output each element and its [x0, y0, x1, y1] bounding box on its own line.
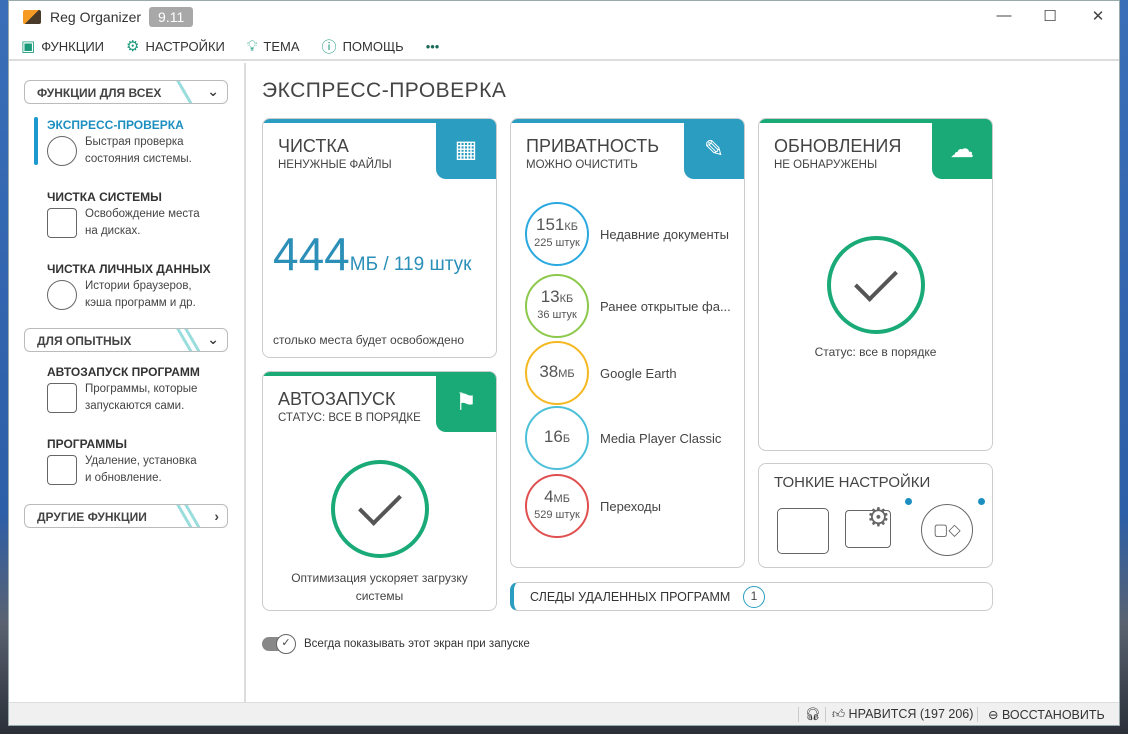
- cleaning-icon: ▦: [436, 119, 496, 179]
- disk-clean-icon: [47, 208, 77, 238]
- chevron-right-icon: ›: [214, 508, 219, 524]
- notification-dot: [978, 498, 985, 505]
- bulb-icon: 💡︎: [246, 37, 258, 55]
- app-title: Reg Organizer: [50, 9, 142, 25]
- app-logo: [23, 10, 41, 24]
- sidebar-item-private-data[interactable]: ЧИСТКА ЛИЧНЫХ ДАННЫХ Истории браузеров, кэ…: [47, 262, 211, 310]
- privacy-size-ring: 38МБ: [525, 341, 589, 405]
- check-icon: [331, 460, 429, 558]
- toggle-switch[interactable]: ✓: [262, 634, 296, 654]
- restore-icon: ⊖: [988, 708, 1002, 722]
- flag-gear-icon: ⚑: [436, 372, 496, 432]
- group-other[interactable]: ДРУГИЕ ФУНКЦИИ ›: [24, 504, 228, 528]
- privacy-item[interactable]: 4МБ 529 штук Переходы: [525, 474, 661, 538]
- group-for-all[interactable]: ФУНКЦИИ ДЛЯ ВСЕХ ⌄: [24, 80, 228, 104]
- restore-button[interactable]: ⊖ ВОССТАНОВИТЬ: [977, 707, 1105, 722]
- magnifier-icon: [47, 136, 77, 166]
- menu-bar: ▣ ФУНКЦИИ ⚙ НАСТРОЙКИ 💡︎ ТЕМА ⓘ ПОМОЩЬ •••: [9, 33, 1119, 61]
- privacy-size-ring: 13КБ 36 штук: [525, 274, 589, 338]
- check-icon: ✓: [276, 634, 296, 654]
- tweaks-card[interactable]: ТОНКИЕ НАСТРОЙКИ ⚙ ▢◇: [758, 463, 993, 568]
- more-icon: •••: [425, 38, 440, 54]
- sidebar: ФУНКЦИИ ДЛЯ ВСЕХ ⌄ ЭКСПРЕСС-ПРОВЕРКА Быстр…: [9, 63, 246, 703]
- privacy-size-ring: 151КБ 225 штук: [525, 202, 589, 266]
- sidebar-item-system-cleaning[interactable]: ЧИСТКА СИСТЕМЫ Освобождение места на диска…: [47, 190, 200, 238]
- cleaning-card[interactable]: ▦ ЧИСТКА НЕНУЖНЫЕ ФАЙЛЫ 444МБ / 119 штук…: [262, 118, 497, 358]
- sliders-panel-icon[interactable]: [777, 508, 829, 554]
- cloud-download-icon: ☁: [932, 119, 992, 179]
- deleted-programs-traces[interactable]: СЛЕДЫ УДАЛЕННЫХ ПРОГРАММ 1: [510, 582, 993, 611]
- privacy-item[interactable]: 16Б Media Player Classic: [525, 406, 721, 470]
- privacy-broom-icon: ✎: [684, 119, 744, 179]
- traces-count-badge: 1: [743, 586, 765, 608]
- chevron-down-icon: ⌄: [207, 83, 219, 99]
- status-bar: 🎧︎ 👍︎ НРАВИТСЯ (197 206) ⊖ ВОССТАНОВИТЬ: [9, 702, 1119, 725]
- autorun-card[interactable]: ⚑ АВТОЗАПУСК СТАТУС: ВСЕ В ПОРЯДКЕ Оптим…: [262, 371, 497, 611]
- privacy-item[interactable]: 151КБ 225 штук Недавние документы: [525, 202, 729, 266]
- privacy-item[interactable]: 38МБ Google Earth: [525, 341, 677, 405]
- close-button[interactable]: ✕: [1091, 8, 1105, 25]
- page-title: ЭКСПРЕСС-ПРОВЕРКА: [262, 79, 507, 102]
- group-advanced[interactable]: ДЛЯ ОПЫТНЫХ ⌄: [24, 328, 228, 352]
- active-indicator: [34, 117, 38, 165]
- check-icon: [827, 236, 925, 334]
- thumbs-up-icon: 👍︎: [832, 707, 849, 721]
- version-badge: 9.11: [149, 7, 194, 27]
- apps-icon[interactable]: ▢◇: [921, 504, 973, 556]
- maximize-button[interactable]: ☐: [1043, 8, 1057, 25]
- flag-gear-icon: [47, 383, 77, 413]
- menu-help[interactable]: ⓘ ПОМОЩЬ: [322, 36, 404, 57]
- sidebar-item-express-check[interactable]: ЭКСПРЕСС-ПРОВЕРКА Быстрая проверка состоян…: [47, 118, 192, 166]
- privacy-item[interactable]: 13КБ 36 штук Ранее открытые фа...: [525, 274, 731, 338]
- notification-dot: [905, 498, 912, 505]
- sidebar-item-programs[interactable]: ПРОГРАММЫ Удаление, установка и обновление…: [47, 437, 197, 485]
- show-on-start-toggle[interactable]: ✓ Всегда показывать этот экран при запус…: [262, 634, 530, 654]
- gear-icon: ⚙: [126, 38, 140, 55]
- support-headset-icon[interactable]: 🎧︎: [798, 707, 821, 722]
- privacy-size-ring: 4МБ 529 штук: [525, 474, 589, 538]
- help-icon: ⓘ: [321, 38, 337, 56]
- privacy-broom-icon: [47, 280, 77, 310]
- menu-functions[interactable]: ▣ ФУНКЦИИ: [21, 38, 105, 55]
- menu-theme[interactable]: 💡︎ ТЕМА: [246, 37, 300, 55]
- app-window: Reg Organizer 9.11 — ☐ ✕ ▣ ФУНКЦИИ ⚙ НАСТР…: [8, 0, 1120, 726]
- menu-more[interactable]: •••: [426, 39, 440, 54]
- minimize-button[interactable]: —: [996, 7, 1012, 24]
- menu-settings[interactable]: ⚙ НАСТРОЙКИ: [126, 38, 225, 55]
- box-trash-icon: [47, 455, 77, 485]
- updates-card[interactable]: ☁ ОБНОВЛЕНИЯ НЕ ОБНАРУЖЕНЫ Статус: все в…: [758, 118, 993, 451]
- title-bar: Reg Organizer 9.11 — ☐ ✕: [9, 1, 1119, 33]
- privacy-card[interactable]: ✎ ПРИВАТНОСТЬ МОЖНО ОЧИСТИТЬ 151КБ 225 шт…: [510, 118, 745, 568]
- monitor-gear-icon[interactable]: ⚙: [845, 504, 891, 548]
- chevron-down-icon: ⌄: [207, 331, 219, 347]
- like-button[interactable]: 👍︎ НРАВИТСЯ (197 206): [825, 707, 973, 722]
- sidebar-item-autorun[interactable]: АВТОЗАПУСК ПРОГРАММ Программы, которые зап…: [47, 365, 200, 413]
- toolbox-icon: ▣: [21, 38, 36, 55]
- privacy-size-ring: 16Б: [525, 406, 589, 470]
- cleaning-size: 444МБ / 119 штук: [273, 228, 472, 280]
